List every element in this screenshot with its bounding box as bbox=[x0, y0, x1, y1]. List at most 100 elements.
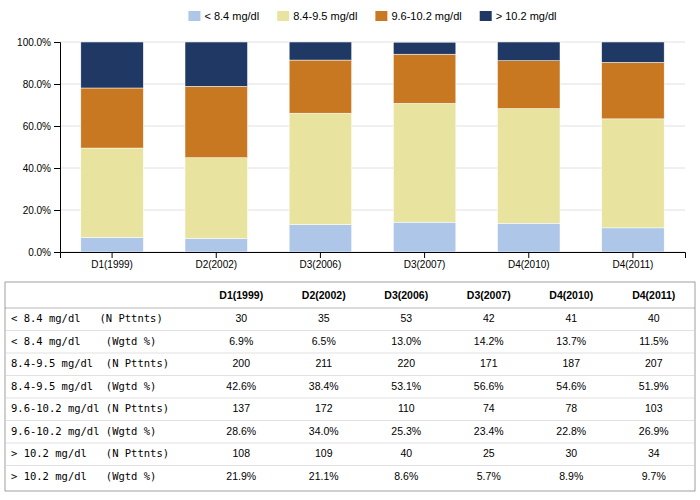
table-cell: 53.1% bbox=[391, 380, 421, 392]
x-tick: D4(2010) bbox=[508, 252, 550, 270]
table-cell: 108 bbox=[232, 447, 250, 459]
table-header: D3(2007) bbox=[467, 289, 511, 301]
table-cell: 56.6% bbox=[474, 380, 504, 392]
bar-series bbox=[81, 42, 664, 88]
table-cell: 42.6% bbox=[226, 380, 256, 392]
table-rule bbox=[5, 443, 695, 444]
bar bbox=[498, 61, 561, 109]
table-rule bbox=[5, 330, 695, 331]
table-cell: 110 bbox=[398, 402, 415, 414]
x-tick-label: D1(1999) bbox=[91, 259, 133, 270]
bar-series bbox=[81, 222, 664, 252]
table-cell: 34.0% bbox=[309, 425, 339, 437]
x-tick-mark bbox=[424, 252, 425, 258]
x-tick-mark bbox=[632, 252, 633, 258]
table-cell: 9.7% bbox=[642, 470, 666, 482]
table-cell: 78 bbox=[565, 402, 577, 414]
table-cell: 172 bbox=[315, 402, 333, 414]
table-cell: 21.9% bbox=[226, 470, 256, 482]
table-cell: 137 bbox=[232, 402, 250, 414]
y-tick: 0.0% bbox=[28, 247, 60, 258]
table-cell: 25.3% bbox=[391, 425, 421, 437]
bar bbox=[602, 119, 665, 228]
x-tick: D4(2011) bbox=[612, 252, 653, 270]
x-tick: D1(1999) bbox=[91, 252, 133, 270]
y-tick-mark bbox=[54, 210, 60, 211]
y-tick: 40.0% bbox=[23, 163, 60, 174]
x-tick-label: D2(2002) bbox=[195, 259, 237, 270]
x-tick-label: D4(2010) bbox=[508, 259, 550, 270]
table-rule bbox=[5, 375, 695, 376]
bar bbox=[393, 54, 456, 103]
table-cell: 40 bbox=[400, 447, 412, 459]
y-tick-label: 100.0% bbox=[17, 37, 51, 48]
table-cell: 53 bbox=[400, 312, 412, 324]
table-cell: 41 bbox=[565, 312, 577, 324]
table-cell: 23.4% bbox=[474, 425, 504, 437]
legend-swatch bbox=[480, 11, 492, 21]
table-header: D4(2011) bbox=[632, 289, 675, 301]
bar bbox=[289, 42, 352, 60]
bar bbox=[498, 223, 561, 252]
bar bbox=[602, 42, 665, 62]
bar-series bbox=[81, 54, 664, 158]
legend-item: 9.6-10.2 mg/dl bbox=[375, 10, 461, 22]
y-tick: 80.0% bbox=[23, 79, 60, 90]
bars bbox=[81, 42, 664, 252]
legend-item: < 8.4 mg/dl bbox=[188, 10, 259, 22]
table-cell: 21.1% bbox=[309, 470, 339, 482]
table-row-label: < 8.4 mg/dl (Wgtd %) bbox=[11, 335, 156, 347]
table-cell: 207 bbox=[645, 357, 663, 369]
legend: < 8.4 mg/dl8.4-9.5 mg/dl9.6-10.2 mg/dl> … bbox=[188, 10, 556, 22]
grid-line bbox=[60, 126, 685, 127]
table-row-label: 8.4-9.5 mg/dl (N Pttnts) bbox=[11, 357, 169, 369]
bar bbox=[185, 86, 248, 157]
table-cell: 11.5% bbox=[639, 335, 668, 347]
bar bbox=[498, 109, 561, 224]
bar bbox=[185, 42, 248, 86]
bar bbox=[393, 103, 456, 222]
chart: 0.0%20.0%40.0%60.0%80.0%100.0%D1(1999)D2… bbox=[0, 0, 700, 500]
y-tick-label: 80.0% bbox=[23, 79, 51, 90]
table-cell: 40 bbox=[648, 312, 660, 324]
legend-swatch bbox=[375, 11, 387, 21]
y-tick: 100.0% bbox=[17, 37, 60, 48]
y-tick-mark bbox=[54, 126, 60, 127]
table-rule bbox=[5, 420, 695, 421]
table-cell: 109 bbox=[315, 447, 333, 459]
table-header: D3(2006) bbox=[384, 289, 428, 301]
legend-label: 8.4-9.5 mg/dl bbox=[293, 10, 357, 22]
table-cell: 14.2% bbox=[474, 335, 504, 347]
legend-swatch bbox=[277, 11, 289, 21]
y-tick-label: 20.0% bbox=[23, 205, 51, 216]
x-tick-label: D4(2011) bbox=[612, 259, 653, 270]
table-cell: 26.9% bbox=[639, 425, 669, 437]
table-border bbox=[5, 282, 695, 491]
table-cell: 38.4% bbox=[309, 380, 339, 392]
bar bbox=[81, 148, 144, 237]
table-cell: 54.6% bbox=[556, 380, 586, 392]
y-tick-mark bbox=[54, 84, 60, 85]
table-cell: 25 bbox=[483, 447, 495, 459]
y-tick-label: 0.0% bbox=[28, 247, 51, 258]
bar bbox=[81, 238, 144, 252]
x-tick-mark bbox=[216, 252, 217, 258]
table-header: D2(2002) bbox=[302, 289, 346, 301]
table-cell: 8.9% bbox=[559, 470, 583, 482]
bar bbox=[185, 158, 248, 239]
y-tick-label: 40.0% bbox=[23, 163, 51, 174]
grid-line bbox=[60, 84, 685, 85]
table-cell: 13.0% bbox=[391, 335, 421, 347]
x-tick-label: D3(2007) bbox=[404, 259, 446, 270]
table-cell: 34 bbox=[648, 447, 660, 459]
table-cell: 171 bbox=[480, 357, 498, 369]
bar bbox=[81, 88, 144, 148]
table-cell: 211 bbox=[315, 357, 332, 369]
table-header: D1(1999) bbox=[219, 289, 263, 301]
table-rule bbox=[5, 308, 695, 309]
table-cell: 42 bbox=[483, 312, 495, 324]
bar bbox=[289, 60, 352, 113]
table-cell: 74 bbox=[483, 402, 495, 414]
table-row-label: < 8.4 mg/dl (N Pttnts) bbox=[11, 312, 163, 324]
table-row-label: 9.6-10.2 mg/dl (Wgtd %) bbox=[11, 425, 156, 437]
